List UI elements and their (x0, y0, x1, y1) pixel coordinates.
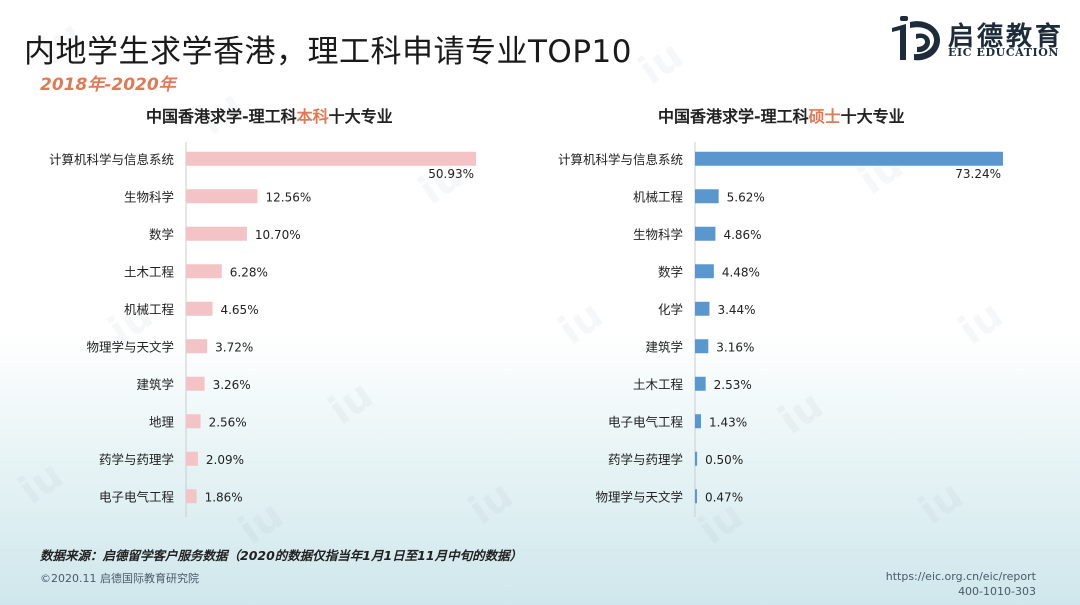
bar (695, 301, 710, 316)
data-label: 3.44% (717, 303, 755, 317)
chart-left-undergraduate: 计算机科学与信息系统 50.93% 生物科学 12.56% 数学 10.70% 土木工程 6.… (49, 142, 476, 517)
category-label: 机械工程 (633, 189, 684, 204)
category-label: 电子电气工程 (99, 489, 175, 504)
bar (186, 189, 258, 204)
bar (695, 489, 697, 504)
data-label: 10.70% (255, 228, 301, 242)
bar (186, 226, 247, 241)
chart-left-title-part1: 中国香港求学-理工科 (146, 107, 297, 126)
category-label: 机械工程 (124, 302, 175, 317)
data-label: 3.26% (213, 378, 251, 392)
category-label: 数学 (658, 264, 683, 279)
phone-number: 400-1010-303 (958, 585, 1036, 598)
category-label: 数学 (149, 227, 174, 242)
category-label: 药学与药理学 (99, 452, 174, 467)
logo-text-cn: 启德教育 (948, 22, 1065, 52)
chart-right-title-part1: 中国香港求学-理工科 (658, 107, 809, 126)
category-label: 化学 (658, 302, 683, 317)
data-label: 0.50% (705, 453, 743, 467)
copyright: ©2020.11 启德国际教育研究院 (40, 572, 199, 585)
bar (695, 264, 714, 279)
chart-right-title: 中国香港求学-理工科硕士十大专业 (658, 103, 905, 127)
chart-right-title-part3: 十大专业 (840, 107, 905, 126)
category-label: 生物科学 (633, 227, 683, 242)
bar (186, 264, 222, 279)
bar (695, 151, 1003, 166)
category-label: 药学与药理学 (608, 452, 683, 467)
chart-right-master: 计算机科学与信息系统 73.24% 机械工程 5.62% 生物科学 4.86% 数学 4.48… (558, 142, 1003, 517)
data-label: 4.65% (220, 303, 258, 317)
page-title: 内地学生求学香港，理工科申请专业TOP10 (24, 34, 632, 70)
watermark: iu (630, 32, 692, 94)
eic-logo-icon (892, 16, 940, 61)
category-label: 计算机科学与信息系统 (558, 152, 683, 167)
data-label: 12.56% (266, 190, 312, 204)
bar (186, 151, 476, 166)
data-label: 4.86% (723, 228, 761, 242)
data-label: 3.16% (716, 340, 754, 354)
data-label: 0.47% (705, 490, 743, 504)
category-label: 建筑学 (645, 339, 683, 354)
data-label: 2.09% (206, 453, 244, 467)
data-label: 50.93% (428, 167, 474, 181)
bar (186, 414, 201, 429)
category-label: 土木工程 (633, 377, 684, 392)
data-label: 73.24% (955, 167, 1001, 181)
bar (186, 451, 198, 466)
year-range: 2018年-2020年 (40, 75, 176, 95)
category-label: 电子电气工程 (608, 414, 684, 429)
category-label: 建筑学 (136, 377, 174, 392)
bar (186, 376, 205, 391)
category-label: 物理学与天文学 (595, 489, 683, 504)
chart-left-title: 中国香港求学-理工科本科十大专业 (146, 103, 393, 127)
bar (695, 339, 709, 354)
category-label: 地理 (149, 414, 175, 429)
data-label: 6.28% (230, 265, 268, 279)
bar (186, 301, 213, 316)
data-label: 2.53% (714, 378, 752, 392)
bar (695, 451, 698, 466)
data-label: 3.72% (215, 340, 253, 354)
data-label: 1.43% (709, 415, 747, 429)
bar (695, 189, 719, 204)
chart-right-title-highlight: 硕士 (808, 107, 841, 126)
chart-left-title-part3: 十大专业 (328, 107, 393, 126)
data-label: 5.62% (727, 190, 765, 204)
chart-left-title-highlight: 本科 (296, 107, 329, 126)
category-label: 物理学与天文学 (86, 339, 174, 354)
logo-text-en: EIC EDUCATION (948, 46, 1060, 59)
bar (695, 226, 716, 241)
category-label: 土木工程 (124, 264, 175, 279)
report-url: https://eic.org.cn/eic/report (885, 570, 1036, 583)
bar (695, 376, 706, 391)
bar (695, 414, 702, 429)
bar (186, 339, 208, 354)
data-label: 4.48% (722, 265, 760, 279)
bar (186, 489, 197, 504)
category-label: 生物科学 (124, 189, 174, 204)
data-label: 1.86% (205, 490, 243, 504)
data-source-note: 数据来源：启德留学客户服务数据（2020的数据仅指当年1月1日至11月中旬的数据… (40, 548, 523, 563)
category-label: 计算机科学与信息系统 (49, 152, 174, 167)
data-label: 2.56% (209, 415, 247, 429)
